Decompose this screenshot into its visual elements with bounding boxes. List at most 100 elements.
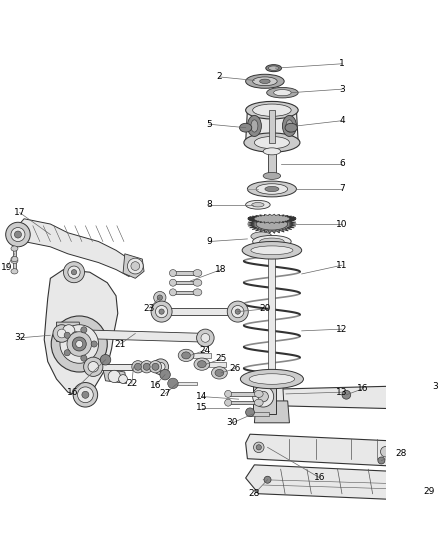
- Ellipse shape: [253, 77, 277, 86]
- Circle shape: [67, 332, 92, 356]
- Text: 9: 9: [206, 237, 212, 246]
- Ellipse shape: [251, 246, 293, 255]
- Circle shape: [81, 327, 87, 333]
- Ellipse shape: [251, 232, 272, 241]
- Circle shape: [53, 325, 71, 342]
- Ellipse shape: [249, 374, 295, 384]
- Ellipse shape: [170, 279, 177, 286]
- Ellipse shape: [246, 200, 270, 209]
- Circle shape: [155, 305, 168, 318]
- Text: 1: 1: [339, 59, 345, 68]
- Circle shape: [168, 378, 178, 389]
- Ellipse shape: [170, 270, 177, 277]
- Circle shape: [82, 391, 89, 398]
- Circle shape: [381, 447, 391, 457]
- Polygon shape: [103, 368, 127, 383]
- Bar: [268, 251, 276, 379]
- Ellipse shape: [260, 238, 284, 245]
- Circle shape: [258, 391, 268, 402]
- Bar: [173, 281, 198, 285]
- Ellipse shape: [212, 367, 227, 379]
- Text: 22: 22: [126, 379, 138, 388]
- Text: 25: 25: [215, 354, 227, 364]
- Ellipse shape: [256, 218, 288, 230]
- Circle shape: [57, 329, 66, 338]
- Circle shape: [399, 393, 404, 398]
- Ellipse shape: [240, 369, 304, 389]
- Ellipse shape: [225, 399, 232, 406]
- Bar: [177, 382, 197, 385]
- Polygon shape: [246, 434, 402, 466]
- Circle shape: [6, 222, 30, 247]
- Text: 5: 5: [206, 120, 212, 128]
- Circle shape: [151, 301, 172, 322]
- Polygon shape: [253, 381, 276, 414]
- Circle shape: [153, 359, 169, 375]
- Circle shape: [342, 390, 351, 399]
- Circle shape: [254, 442, 264, 453]
- Text: 26: 26: [230, 364, 241, 373]
- Circle shape: [154, 292, 166, 304]
- Text: 12: 12: [336, 325, 348, 334]
- Circle shape: [378, 457, 385, 464]
- Circle shape: [131, 262, 140, 270]
- Text: 17: 17: [14, 208, 25, 217]
- Text: 13: 13: [336, 387, 348, 397]
- Circle shape: [84, 357, 103, 376]
- Ellipse shape: [141, 361, 153, 373]
- Circle shape: [60, 325, 99, 364]
- Polygon shape: [246, 110, 298, 143]
- Circle shape: [64, 262, 85, 282]
- Ellipse shape: [253, 104, 291, 116]
- Bar: [158, 308, 241, 315]
- Circle shape: [246, 408, 254, 417]
- Ellipse shape: [193, 289, 202, 296]
- Circle shape: [253, 386, 274, 407]
- Polygon shape: [246, 465, 417, 500]
- Text: 8: 8: [206, 200, 212, 209]
- Polygon shape: [18, 219, 132, 277]
- Ellipse shape: [254, 136, 290, 149]
- Circle shape: [157, 295, 162, 300]
- Text: 7: 7: [339, 184, 345, 193]
- Ellipse shape: [194, 358, 210, 370]
- Circle shape: [64, 332, 70, 338]
- Ellipse shape: [247, 116, 261, 136]
- Circle shape: [76, 341, 83, 348]
- Text: 16: 16: [357, 384, 369, 393]
- Ellipse shape: [260, 375, 284, 383]
- Bar: [228, 401, 259, 405]
- Polygon shape: [259, 386, 408, 409]
- Ellipse shape: [132, 361, 144, 373]
- Text: 24: 24: [200, 345, 211, 354]
- Circle shape: [197, 329, 214, 346]
- Ellipse shape: [11, 246, 18, 251]
- Circle shape: [100, 354, 111, 365]
- Text: 10: 10: [336, 220, 348, 229]
- Ellipse shape: [215, 369, 224, 376]
- Circle shape: [11, 228, 25, 241]
- Polygon shape: [254, 401, 290, 423]
- Circle shape: [14, 231, 21, 238]
- Ellipse shape: [134, 364, 141, 370]
- Circle shape: [72, 337, 86, 351]
- Circle shape: [91, 341, 97, 347]
- Ellipse shape: [266, 64, 282, 71]
- Ellipse shape: [268, 66, 279, 70]
- Circle shape: [159, 309, 164, 314]
- Ellipse shape: [178, 349, 194, 361]
- Ellipse shape: [193, 279, 202, 286]
- Ellipse shape: [149, 361, 162, 373]
- Bar: [250, 413, 269, 416]
- Polygon shape: [123, 254, 144, 278]
- Polygon shape: [247, 214, 297, 223]
- Text: 3: 3: [339, 85, 345, 94]
- Ellipse shape: [285, 123, 297, 132]
- Text: 28: 28: [396, 449, 407, 458]
- Circle shape: [264, 476, 271, 483]
- Text: 6: 6: [339, 159, 345, 168]
- Text: 16: 16: [314, 473, 326, 482]
- Circle shape: [63, 325, 75, 337]
- Ellipse shape: [253, 236, 291, 248]
- Ellipse shape: [152, 364, 159, 370]
